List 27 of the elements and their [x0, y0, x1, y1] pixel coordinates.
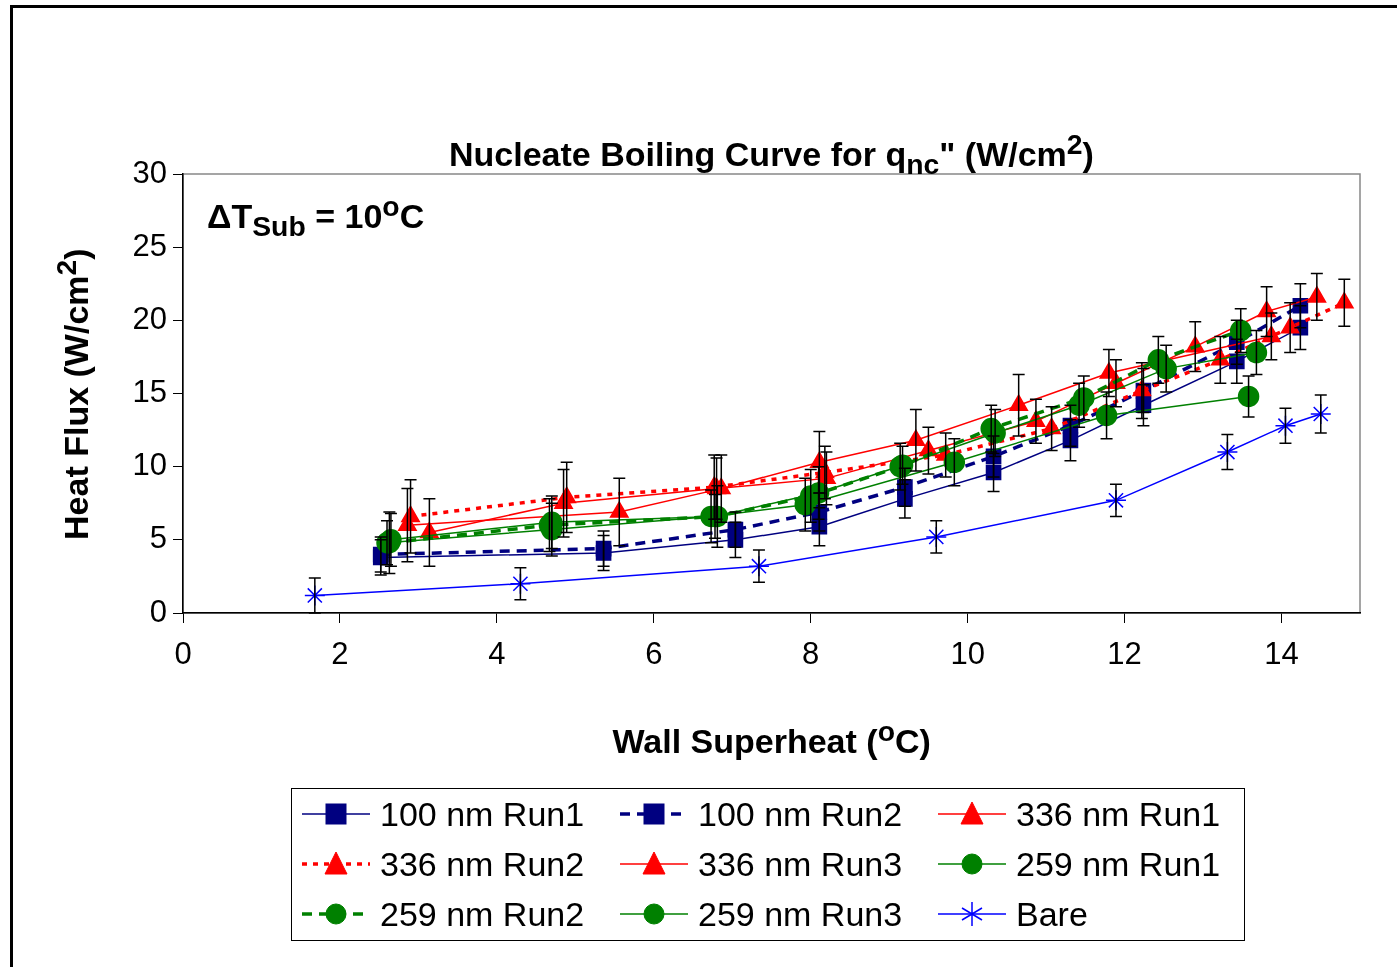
x-tick-label: 2 — [331, 636, 349, 672]
legend-label: 259 nm Run1 — [1016, 844, 1221, 884]
chart-title: Nucleate Boiling Curve for q$_{nc}$" (W/cm$^{2}$) — [449, 128, 1094, 182]
y-tick-label: 0 — [149, 593, 167, 629]
x-tick-label: 6 — [645, 636, 663, 672]
annotation: ΔT$_{Sub}$ = 10$^{o}$C — [207, 190, 425, 244]
x-tick-label: 0 — [174, 636, 192, 672]
x-tick-label: 14 — [1264, 636, 1299, 672]
legend-label: 336 nm Run1 — [1016, 794, 1221, 834]
legend-label: 336 nm Run2 — [380, 844, 585, 884]
legend-label: 259 nm Run2 — [380, 894, 585, 934]
x-tick-label: 4 — [488, 636, 506, 672]
y-tick-label: 20 — [132, 300, 167, 336]
legend-label: 100 nm Run2 — [698, 794, 903, 834]
y-tick-label: 15 — [132, 374, 167, 410]
legend-label: 336 nm Run3 — [698, 844, 903, 884]
y-tick-label: 30 — [132, 154, 167, 190]
y-tick-label: 25 — [132, 227, 167, 263]
x-tick-label: 10 — [950, 636, 985, 672]
x-tick-label: 8 — [802, 636, 820, 672]
x-axis-title: Wall Superheat ($^{o}$C) — [612, 715, 931, 762]
y-tick-label: 10 — [132, 447, 167, 483]
x-tick-label: 12 — [1107, 636, 1142, 672]
legend-label: 100 nm Run1 — [380, 794, 585, 834]
y-tick-label: 5 — [149, 520, 167, 556]
legend-label: 259 nm Run3 — [698, 894, 903, 934]
legend-label: Bare — [1016, 894, 1088, 934]
